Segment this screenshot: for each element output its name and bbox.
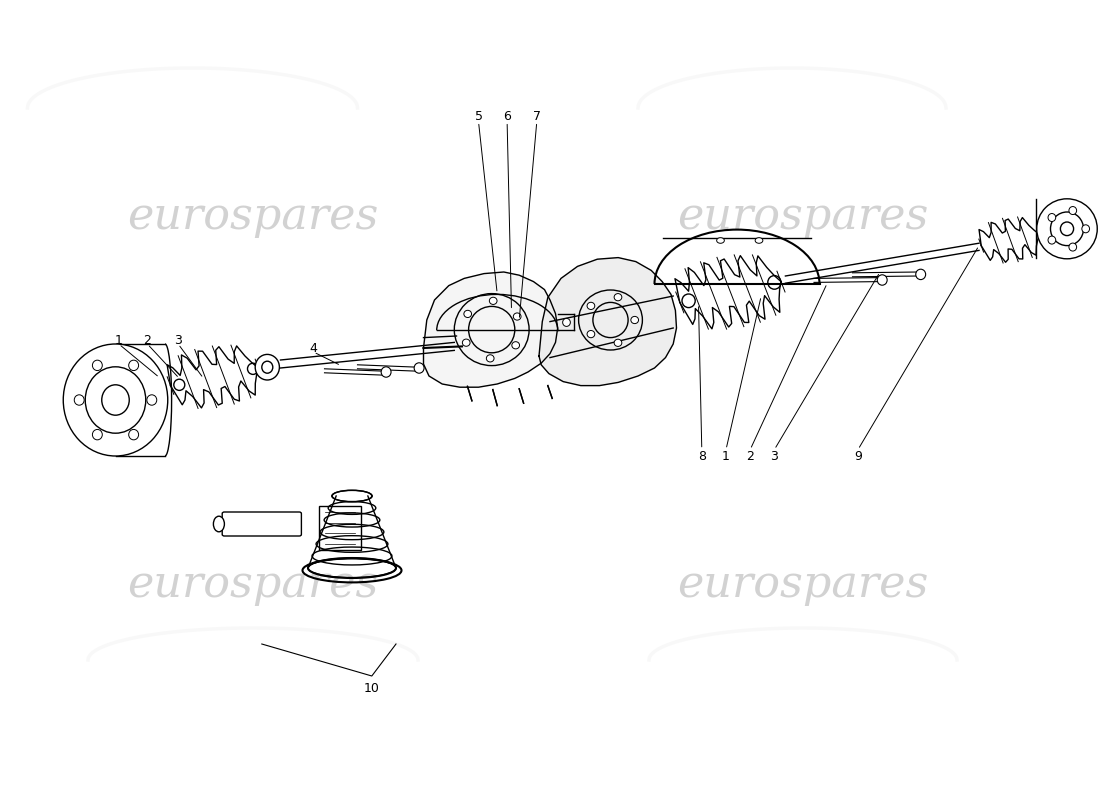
Ellipse shape	[92, 360, 102, 370]
Text: 1: 1	[722, 450, 730, 462]
Text: 2: 2	[143, 334, 152, 346]
Ellipse shape	[74, 395, 84, 406]
Ellipse shape	[717, 238, 724, 243]
Ellipse shape	[1082, 225, 1090, 233]
Ellipse shape	[129, 360, 139, 370]
Ellipse shape	[1048, 236, 1056, 244]
Ellipse shape	[147, 395, 156, 406]
Ellipse shape	[381, 366, 392, 378]
Ellipse shape	[512, 342, 519, 349]
Ellipse shape	[614, 339, 622, 346]
Text: eurospares: eurospares	[678, 562, 928, 606]
Ellipse shape	[486, 354, 494, 362]
Text: eurospares: eurospares	[128, 194, 378, 238]
Text: 9: 9	[854, 450, 862, 462]
Text: 10: 10	[364, 682, 380, 694]
Ellipse shape	[1048, 214, 1056, 222]
Ellipse shape	[129, 430, 139, 440]
Bar	[319, 506, 361, 550]
Ellipse shape	[464, 310, 472, 318]
Text: 6: 6	[503, 110, 512, 122]
Ellipse shape	[64, 344, 167, 456]
Ellipse shape	[756, 238, 763, 243]
Text: 3: 3	[174, 334, 183, 346]
Text: 1: 1	[114, 334, 123, 346]
Ellipse shape	[213, 516, 224, 532]
Polygon shape	[539, 258, 676, 386]
Ellipse shape	[462, 339, 470, 346]
Ellipse shape	[490, 298, 497, 305]
Ellipse shape	[1069, 243, 1077, 251]
Text: 5: 5	[474, 110, 483, 122]
Ellipse shape	[1036, 199, 1098, 259]
Text: 7: 7	[532, 110, 541, 122]
Text: eurospares: eurospares	[128, 562, 378, 606]
Ellipse shape	[562, 318, 571, 326]
Ellipse shape	[1069, 206, 1077, 214]
Ellipse shape	[514, 313, 521, 320]
Text: 4: 4	[309, 342, 318, 354]
Ellipse shape	[878, 274, 888, 286]
Polygon shape	[424, 272, 558, 387]
Ellipse shape	[415, 363, 425, 373]
Ellipse shape	[92, 430, 102, 440]
Text: eurospares: eurospares	[678, 194, 928, 238]
Ellipse shape	[255, 354, 279, 380]
Ellipse shape	[614, 294, 622, 301]
Ellipse shape	[587, 302, 595, 310]
Ellipse shape	[587, 330, 595, 338]
Ellipse shape	[915, 269, 926, 280]
Text: 8: 8	[697, 450, 706, 462]
Text: 2: 2	[746, 450, 755, 462]
Ellipse shape	[631, 316, 638, 323]
Text: 3: 3	[770, 450, 779, 462]
